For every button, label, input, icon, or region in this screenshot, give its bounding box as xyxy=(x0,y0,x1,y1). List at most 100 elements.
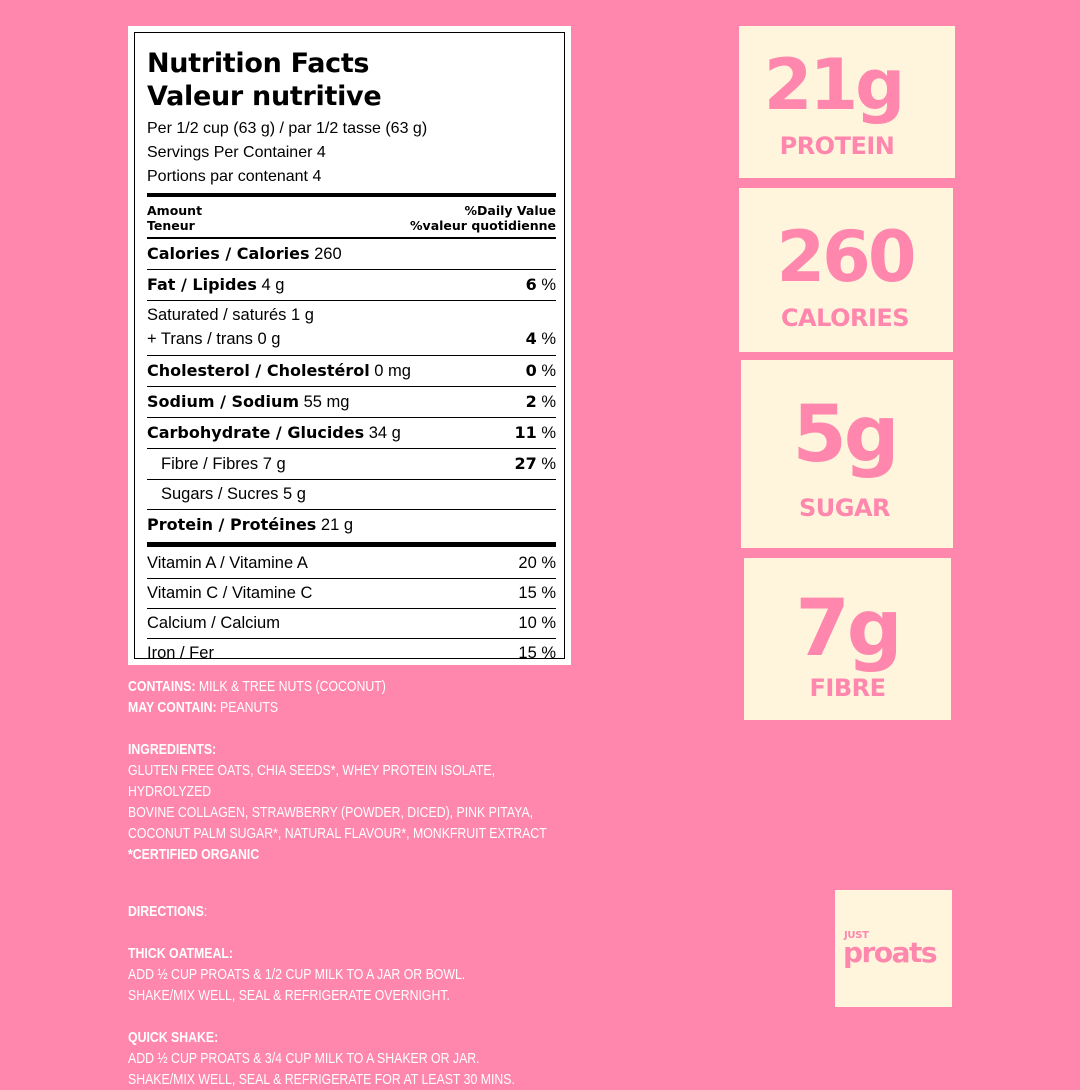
vitamin-a-pct: 20 % xyxy=(518,554,556,572)
nutrition-title-fr: Valeur nutritive xyxy=(147,81,382,112)
fibre-label: Fibre / Fibres 7 g xyxy=(161,455,286,473)
divider xyxy=(147,300,556,301)
may-contain-label: MAY CONTAIN: xyxy=(128,699,217,716)
ingredients-line-2: BOVINE COLLAGEN, STRAWBERRY (POWDER, DIC… xyxy=(128,804,534,821)
iron-pct: 15 % xyxy=(518,644,556,662)
organic-note: *CERTIFIED ORGANIC xyxy=(128,846,260,863)
row-vitamin-c: Vitamin C / Vitamine C 15 % xyxy=(147,579,556,608)
stat-calories-value: 260 xyxy=(776,216,916,298)
thick-oatmeal-line-1: ADD ½ CUP PROATS & 1/2 CUP MILK TO A JAR… xyxy=(128,966,466,983)
cholesterol-value: 0 mg xyxy=(374,362,411,380)
pct-sign: % xyxy=(541,424,556,442)
pct-sign: % xyxy=(541,330,556,348)
vitamin-a-label: Vitamin A / Vitamine A xyxy=(147,554,308,572)
calcium-label: Calcium / Calcium xyxy=(147,614,280,632)
divider xyxy=(147,269,556,270)
divider xyxy=(147,578,556,579)
quick-shake-line-1: ADD ½ CUP PROATS & 3/4 CUP MILK TO A SHA… xyxy=(128,1050,480,1067)
nutrition-facts-panel: Nutrition Facts Valeur nutritive Per 1/2… xyxy=(128,26,571,665)
sugars-label: Sugars / Sucres 5 g xyxy=(161,485,306,503)
contains-label: CONTAINS: xyxy=(128,678,196,695)
calories-value: 260 xyxy=(314,245,342,263)
calcium-pct: 10 % xyxy=(518,614,556,632)
servings-fr: Portions par contenant 4 xyxy=(147,168,322,185)
sat-trans-pct: 4 xyxy=(525,329,537,348)
thick-oatmeal-line-2: SHAKE/MIX WELL, SEAL & REFRIGERATE OVERN… xyxy=(128,987,450,1004)
nutrition-title-en: Nutrition Facts xyxy=(147,48,370,79)
table-header: Amount Teneur %Daily Value %valeur quoti… xyxy=(147,201,556,237)
sodium-pct: 2 xyxy=(525,392,537,411)
directions-label: DIRECTIONS xyxy=(128,903,204,920)
stat-sugar-label: SUGAR xyxy=(798,494,891,522)
vitamin-c-pct: 15 % xyxy=(518,584,556,602)
header-valeur-quotidienne: %valeur quotidienne xyxy=(410,218,556,233)
fat-label: Fat / Lipides xyxy=(147,275,257,294)
carbohydrate-pct: 11 xyxy=(514,423,537,442)
brand-logo: JUST proats xyxy=(835,890,952,1007)
product-info: CONTAINS: MILK & TREE NUTS (COCONUT) MAY… xyxy=(128,676,554,1090)
divider xyxy=(147,608,556,609)
stat-fibre: 7g FIBRE xyxy=(744,558,951,720)
header-daily-value: %Daily Value xyxy=(464,203,557,218)
divider xyxy=(147,417,556,418)
divider xyxy=(147,638,556,639)
pct-sign: % xyxy=(541,276,556,294)
row-sodium: Sodium / Sodium 55 mg 2 % xyxy=(147,387,556,417)
stat-protein-value: 21g xyxy=(763,44,906,126)
directions-line: DIRECTIONS: xyxy=(128,901,554,922)
divider xyxy=(147,237,556,239)
stat-fibre-label: FIBRE xyxy=(809,674,887,702)
nutrition-facts-border: Nutrition Facts Valeur nutritive Per 1/2… xyxy=(134,32,565,662)
row-calcium: Calcium / Calcium 10 % xyxy=(147,609,556,638)
row-saturated-trans: Saturated / saturés 1 g + Trans / trans … xyxy=(147,301,556,355)
protein-value: 21 g xyxy=(320,516,354,534)
stat-protein-label: PROTEIN xyxy=(779,132,895,160)
fat-value: 4 g xyxy=(261,276,285,294)
row-fibre: Fibre / Fibres 7 g 27 % xyxy=(147,449,556,479)
stat-sugar: 5g SUGAR xyxy=(741,360,953,548)
may-contain-value: PEANUTS xyxy=(220,699,279,716)
row-fat: Fat / Lipides 4 g 6 % xyxy=(147,270,556,300)
vitamin-c-label: Vitamin C / Vitamine C xyxy=(147,584,313,602)
thick-oatmeal-label: THICK OATMEAL: xyxy=(128,945,233,962)
serving-size: Per 1/2 cup (63 g) / par 1/2 tasse (63 g… xyxy=(147,120,428,137)
row-calories: Calories / Calories 260 xyxy=(147,239,556,269)
divider-thick xyxy=(147,193,556,197)
row-sugars: Sugars / Sucres 5 g xyxy=(147,480,556,509)
row-carbohydrate: Carbohydrate / Glucides 34 g 11 % xyxy=(147,418,556,448)
header-amount: Amount xyxy=(147,203,203,218)
header-teneur: Teneur xyxy=(147,218,195,233)
row-cholesterol: Cholesterol / Cholestérol 0 mg 0 % xyxy=(147,356,556,386)
cholesterol-pct: 0 xyxy=(525,361,537,380)
stat-calories: 260 CALORIES xyxy=(739,188,953,352)
trans-label: + Trans / trans 0 g xyxy=(147,330,281,348)
quick-shake-label: QUICK SHAKE: xyxy=(128,1029,219,1046)
divider xyxy=(147,448,556,449)
contains-line: CONTAINS: MILK & TREE NUTS (COCONUT) xyxy=(128,676,554,697)
stat-fibre-value: 7g xyxy=(795,584,902,674)
carbohydrate-value: 34 g xyxy=(368,424,401,442)
pct-sign: % xyxy=(541,362,556,380)
logo-small-text: JUST xyxy=(844,930,869,941)
divider xyxy=(147,386,556,387)
fibre-pct: 27 xyxy=(514,454,537,473)
divider xyxy=(147,355,556,356)
stat-sugar-value: 5g xyxy=(792,390,899,480)
iron-label: Iron / Fer xyxy=(147,644,214,662)
row-iron: Iron / Fer 15 % xyxy=(147,639,556,668)
row-vitamin-a: Vitamin A / Vitamine A 20 % xyxy=(147,549,556,578)
sodium-label: Sodium / Sodium xyxy=(147,392,300,411)
calories-label: Calories / Calories xyxy=(147,244,310,263)
contains-value: MILK & TREE NUTS (COCONUT) xyxy=(198,678,386,695)
pct-sign: % xyxy=(541,455,556,473)
logo-wordmark: proats xyxy=(843,936,938,969)
protein-label: Protein / Protéines xyxy=(147,515,317,534)
may-contain-line: MAY CONTAIN: PEANUTS xyxy=(128,697,554,718)
pct-sign: % xyxy=(541,393,556,411)
divider xyxy=(147,509,556,510)
divider-thick xyxy=(147,542,556,547)
divider xyxy=(147,479,556,480)
ingredients-label: INGREDIENTS: xyxy=(128,741,217,758)
directions-colon: : xyxy=(203,903,208,920)
carbohydrate-label: Carbohydrate / Glucides xyxy=(147,423,365,442)
